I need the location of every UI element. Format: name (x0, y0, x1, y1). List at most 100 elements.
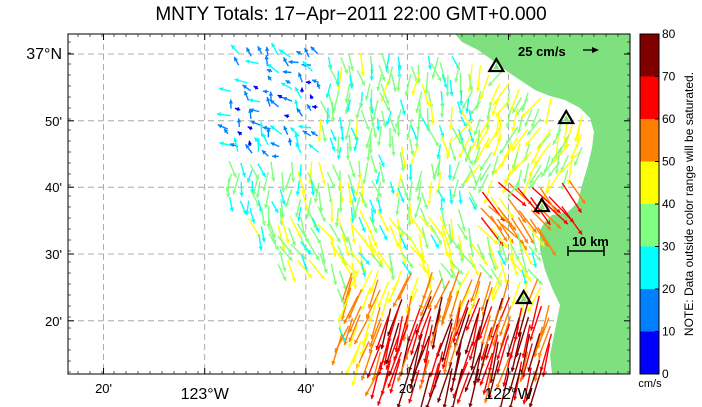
current-vector-head (264, 204, 269, 209)
current-vector-head (470, 138, 475, 143)
current-vector-head (424, 204, 429, 210)
colorbar-tick-label: 10 (662, 325, 676, 339)
current-vector-head (267, 63, 272, 68)
current-vector (452, 368, 463, 407)
current-vector-head (353, 213, 358, 218)
current-vector (370, 361, 382, 400)
current-vector-head (442, 404, 447, 407)
current-vector-head (336, 237, 341, 243)
current-vector (388, 342, 403, 377)
current-vector (409, 349, 423, 390)
current-vector-head (266, 97, 271, 102)
current-vector-head (444, 251, 449, 256)
current-vector (387, 299, 403, 337)
current-vector (375, 315, 390, 351)
current-vector-head (360, 71, 365, 76)
station-marker-center (520, 295, 527, 301)
current-vector-head (344, 98, 349, 103)
lon-label: 40' (297, 381, 314, 396)
current-vector (488, 205, 514, 228)
current-vector-head (377, 401, 382, 406)
current-vector-head (552, 158, 557, 163)
current-vector-head (387, 383, 392, 388)
current-vector (441, 322, 453, 362)
current-vector-head (454, 78, 459, 83)
current-vector-head (529, 179, 534, 185)
current-vector (509, 237, 514, 264)
current-vector (488, 309, 500, 341)
current-vector-head (248, 108, 253, 113)
current-vector-head (404, 91, 409, 96)
current-vector-head (551, 251, 556, 256)
current-vector-head (261, 150, 267, 155)
current-vector-head (468, 126, 473, 132)
current-vector (485, 323, 499, 360)
current-vector-head (321, 217, 326, 222)
current-vector (455, 314, 471, 356)
current-vector (521, 172, 533, 197)
current-vector-head (277, 95, 283, 99)
current-vector (377, 281, 390, 308)
current-vector-head (499, 149, 504, 154)
current-vector-head (364, 95, 370, 101)
current-vector-head (509, 213, 514, 219)
current-vector (479, 74, 490, 100)
current-vector (338, 295, 350, 320)
current-vector-head (361, 227, 366, 233)
current-vector-head (480, 165, 484, 171)
current-vector-head (377, 302, 382, 308)
current-vector-head (461, 182, 466, 188)
current-vector-head (448, 125, 454, 130)
current-vector (478, 306, 493, 340)
current-vector-head (376, 141, 382, 146)
current-vector-head (295, 87, 300, 92)
current-vector-head (361, 81, 366, 86)
current-vector-head (348, 328, 353, 333)
current-vector (477, 299, 489, 341)
current-vector-head (418, 385, 423, 390)
lat-label: 20' (45, 314, 62, 329)
current-vector (515, 316, 530, 358)
current-vector-head (495, 112, 500, 117)
current-vector-head (270, 100, 275, 105)
current-vector-head (332, 280, 338, 285)
current-vector (441, 291, 452, 321)
current-vector (370, 307, 381, 340)
lon-label: 20' (95, 381, 112, 396)
current-vector (488, 244, 499, 271)
current-vector-head (323, 268, 328, 274)
current-vector-head (302, 61, 308, 66)
current-vector-head (344, 69, 349, 74)
current-vector-head (430, 275, 435, 281)
current-vector (511, 281, 521, 306)
current-vector (410, 317, 423, 356)
current-vector-head (280, 214, 285, 219)
current-vector-head (266, 68, 272, 73)
current-vector-head (284, 185, 290, 190)
current-vector (467, 290, 480, 317)
current-vector-head (464, 157, 469, 163)
current-vector-head (524, 122, 529, 127)
current-vector-head (440, 320, 446, 326)
current-vector-head (440, 132, 445, 138)
current-vector (530, 295, 540, 331)
current-vector (477, 343, 489, 383)
current-vector-head (232, 173, 237, 178)
current-vector-head (407, 198, 412, 203)
current-vector-head (257, 46, 262, 51)
current-vector-head (305, 238, 309, 243)
current-vector-head (282, 267, 287, 272)
current-vector (527, 224, 546, 247)
current-vector (343, 295, 359, 325)
current-vector-head (262, 89, 267, 94)
current-vector (470, 272, 482, 303)
current-vector-head (531, 159, 536, 165)
current-vector (430, 314, 442, 345)
current-vector (280, 217, 290, 244)
current-vector-head (437, 398, 442, 403)
current-vector (377, 370, 391, 406)
current-vector-head (291, 277, 296, 282)
current-vector-head (519, 249, 524, 254)
current-vector-head (514, 271, 519, 276)
current-vector-head (391, 151, 396, 157)
